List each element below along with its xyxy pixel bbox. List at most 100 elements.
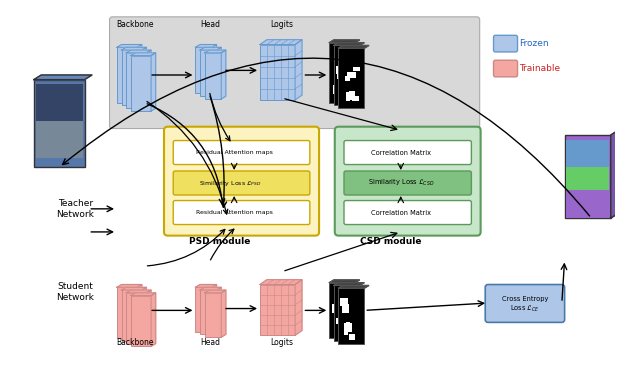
- FancyBboxPatch shape: [346, 322, 349, 328]
- Polygon shape: [200, 287, 221, 290]
- Text: Correlation Matrix: Correlation Matrix: [371, 149, 431, 156]
- FancyBboxPatch shape: [333, 85, 336, 94]
- Polygon shape: [212, 44, 216, 94]
- Polygon shape: [221, 50, 226, 99]
- Polygon shape: [117, 44, 142, 47]
- FancyBboxPatch shape: [347, 313, 353, 318]
- FancyBboxPatch shape: [342, 321, 346, 326]
- FancyBboxPatch shape: [493, 60, 518, 77]
- Polygon shape: [216, 287, 221, 334]
- FancyBboxPatch shape: [332, 304, 335, 313]
- FancyBboxPatch shape: [164, 127, 319, 236]
- Polygon shape: [260, 280, 302, 285]
- Polygon shape: [126, 50, 151, 53]
- Text: PSD module: PSD module: [189, 237, 250, 246]
- Polygon shape: [195, 44, 216, 47]
- Text: Similarity Loss $\mathcal{L}_{CSD}$: Similarity Loss $\mathcal{L}_{CSD}$: [367, 178, 434, 188]
- Polygon shape: [221, 290, 226, 337]
- FancyBboxPatch shape: [339, 96, 347, 100]
- FancyBboxPatch shape: [344, 331, 348, 335]
- Text: CSD module: CSD module: [360, 237, 422, 246]
- Text: Teacher
Network: Teacher Network: [56, 199, 94, 218]
- Polygon shape: [126, 290, 151, 293]
- FancyBboxPatch shape: [334, 46, 360, 105]
- FancyBboxPatch shape: [329, 43, 355, 103]
- Polygon shape: [212, 285, 216, 332]
- FancyBboxPatch shape: [126, 53, 147, 108]
- FancyBboxPatch shape: [335, 66, 341, 74]
- Text: Logits: Logits: [271, 338, 294, 347]
- FancyBboxPatch shape: [493, 35, 518, 52]
- FancyBboxPatch shape: [340, 298, 348, 306]
- FancyBboxPatch shape: [346, 92, 350, 101]
- Text: Backbone: Backbone: [116, 338, 154, 347]
- FancyBboxPatch shape: [336, 326, 341, 332]
- Polygon shape: [260, 40, 302, 44]
- Text: Cross Entropy: Cross Entropy: [502, 296, 548, 302]
- FancyBboxPatch shape: [347, 72, 356, 78]
- FancyBboxPatch shape: [336, 317, 341, 324]
- FancyBboxPatch shape: [353, 67, 360, 71]
- FancyBboxPatch shape: [131, 296, 151, 346]
- FancyBboxPatch shape: [566, 167, 609, 190]
- FancyBboxPatch shape: [344, 314, 351, 319]
- FancyBboxPatch shape: [566, 190, 609, 218]
- Text: Head: Head: [200, 20, 220, 29]
- Polygon shape: [34, 75, 92, 80]
- FancyBboxPatch shape: [205, 53, 221, 99]
- FancyBboxPatch shape: [126, 293, 147, 344]
- Polygon shape: [147, 50, 151, 108]
- Text: Trainable: Trainable: [520, 64, 561, 73]
- Text: Similarity Loss $\mathcal{L}_{PSD}$: Similarity Loss $\mathcal{L}_{PSD}$: [198, 179, 261, 188]
- Polygon shape: [205, 50, 226, 53]
- FancyBboxPatch shape: [173, 171, 310, 195]
- FancyBboxPatch shape: [339, 48, 364, 108]
- Polygon shape: [295, 40, 302, 100]
- Text: Head: Head: [200, 338, 220, 347]
- Polygon shape: [151, 53, 156, 111]
- FancyBboxPatch shape: [335, 74, 340, 79]
- Polygon shape: [117, 285, 142, 287]
- Polygon shape: [200, 47, 221, 50]
- FancyBboxPatch shape: [122, 50, 142, 105]
- Polygon shape: [151, 293, 156, 346]
- Text: Backbone: Backbone: [116, 20, 154, 29]
- FancyBboxPatch shape: [349, 334, 355, 340]
- Polygon shape: [147, 290, 151, 344]
- Text: Correlation Matrix: Correlation Matrix: [371, 209, 431, 216]
- FancyBboxPatch shape: [344, 309, 351, 317]
- FancyBboxPatch shape: [339, 288, 364, 344]
- FancyBboxPatch shape: [341, 82, 344, 90]
- FancyBboxPatch shape: [334, 285, 360, 341]
- FancyBboxPatch shape: [34, 80, 84, 167]
- FancyBboxPatch shape: [200, 290, 216, 334]
- FancyBboxPatch shape: [260, 44, 295, 100]
- Polygon shape: [137, 44, 142, 103]
- FancyBboxPatch shape: [344, 140, 472, 165]
- Text: Student
Network: Student Network: [56, 282, 94, 301]
- FancyBboxPatch shape: [344, 200, 472, 225]
- FancyBboxPatch shape: [131, 56, 151, 111]
- FancyBboxPatch shape: [195, 47, 212, 94]
- Polygon shape: [131, 53, 156, 56]
- Polygon shape: [611, 130, 618, 218]
- FancyBboxPatch shape: [195, 287, 212, 332]
- Polygon shape: [205, 290, 226, 293]
- FancyBboxPatch shape: [36, 84, 83, 121]
- FancyBboxPatch shape: [109, 17, 480, 129]
- FancyBboxPatch shape: [349, 91, 355, 100]
- FancyBboxPatch shape: [344, 171, 472, 195]
- Polygon shape: [339, 46, 369, 48]
- Polygon shape: [216, 47, 221, 96]
- FancyBboxPatch shape: [348, 325, 353, 332]
- Polygon shape: [142, 287, 147, 341]
- FancyBboxPatch shape: [117, 47, 137, 103]
- Polygon shape: [295, 280, 302, 335]
- FancyBboxPatch shape: [336, 56, 343, 63]
- Polygon shape: [195, 285, 216, 287]
- FancyBboxPatch shape: [339, 89, 344, 94]
- FancyBboxPatch shape: [117, 287, 137, 338]
- Polygon shape: [122, 47, 147, 50]
- FancyBboxPatch shape: [344, 302, 349, 311]
- FancyBboxPatch shape: [173, 200, 310, 225]
